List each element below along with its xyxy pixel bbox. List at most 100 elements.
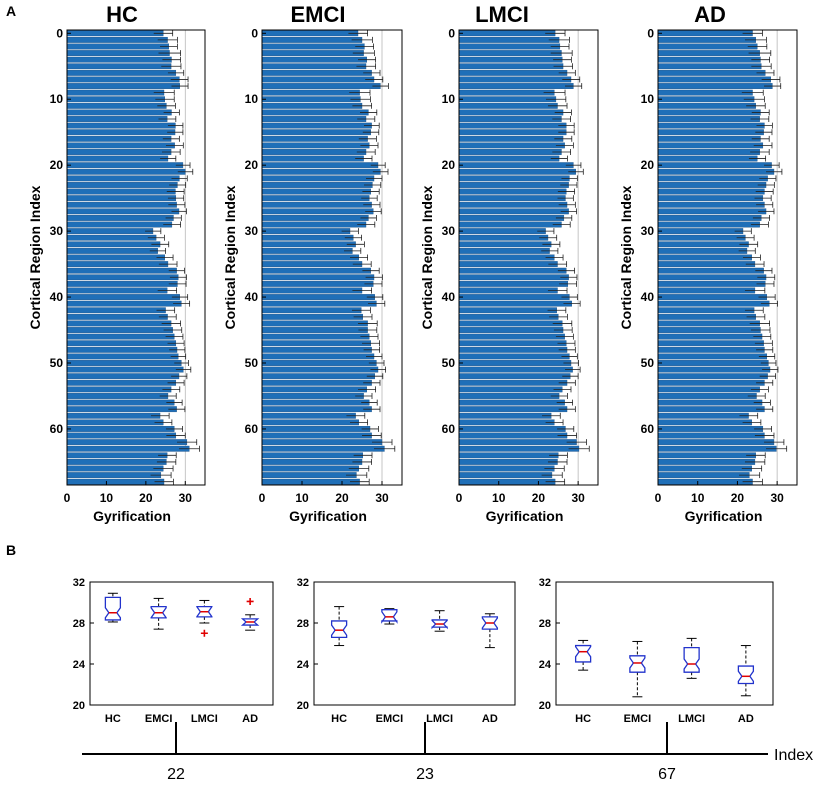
y-tick-label: 20 [73, 700, 85, 712]
x-axis-label: Gyrification [93, 508, 171, 524]
bar [261, 201, 372, 208]
bar [657, 208, 767, 215]
y-tick-label: 0 [56, 26, 63, 40]
bar [66, 478, 165, 485]
outlier-marker [200, 629, 208, 637]
bar [66, 63, 172, 70]
bar [458, 142, 565, 149]
bar [657, 280, 766, 287]
x-tick-label: 0 [456, 491, 463, 505]
y-tick-label: 20 [297, 700, 309, 712]
x-tick-label: HC [331, 713, 347, 725]
axes-box [261, 29, 403, 486]
bar [657, 445, 777, 452]
bar [261, 419, 360, 426]
bar [261, 313, 364, 320]
bar [657, 379, 765, 386]
bar [261, 327, 368, 333]
x-tick-label: EMCI [624, 713, 652, 725]
bar [66, 168, 186, 175]
panel-b-label: B [6, 542, 16, 558]
bar [66, 201, 177, 208]
bar [66, 452, 168, 459]
bar [261, 333, 370, 340]
bar [458, 373, 571, 380]
bar [261, 280, 374, 287]
bar [657, 360, 769, 366]
bar [261, 175, 375, 182]
y-tick-label: 32 [297, 577, 309, 589]
bar [657, 102, 756, 109]
bar [657, 149, 760, 155]
bar [458, 63, 564, 70]
bar [261, 287, 363, 294]
bar [458, 201, 568, 208]
bar [261, 215, 369, 221]
bar [657, 201, 765, 208]
index-tick-label: 67 [658, 766, 676, 783]
y-axis-label: Cortical Region Index [618, 185, 634, 329]
bar [66, 56, 172, 63]
x-tick-label: EMCI [376, 713, 404, 725]
y-tick-label: 20 [641, 158, 655, 172]
bar [66, 379, 177, 386]
bar [66, 412, 161, 419]
axes-box [458, 29, 599, 486]
x-tick-label: 20 [532, 491, 546, 505]
box-ad [737, 665, 755, 685]
bar [261, 116, 367, 122]
box-emci [381, 609, 398, 624]
y-tick-label: 30 [245, 224, 259, 238]
bar [657, 129, 764, 136]
bar [66, 445, 190, 452]
bar [66, 333, 175, 340]
bar [458, 478, 556, 485]
box-plot-index-23: 20 24 28 32 HC EMCI LMCI AD [297, 577, 516, 725]
bar [458, 56, 563, 63]
x-axis-label: Gyrification [486, 508, 564, 524]
bar [261, 102, 363, 109]
bar [657, 195, 764, 202]
box-emci [150, 605, 167, 619]
y-tick-label: 40 [50, 290, 64, 304]
bar [657, 346, 765, 353]
bar [458, 412, 552, 419]
axes-box [313, 581, 516, 706]
chart-title: EMCI [291, 2, 346, 27]
y-tick-label: 50 [245, 356, 259, 370]
bar [458, 241, 552, 248]
bar [458, 353, 570, 360]
bar [261, 340, 372, 347]
y-tick-label: 10 [442, 92, 456, 106]
box-lmci [196, 605, 213, 618]
x-tick-label: AD [242, 713, 258, 725]
bar [261, 307, 362, 314]
bar [66, 432, 177, 439]
bar-chart-hc: HC 0 10 20 30 40 50 60 0 10 20 30 Gyrification Cortic… [27, 2, 206, 524]
y-tick-label: 40 [442, 290, 456, 304]
bar [66, 360, 182, 366]
bar [66, 116, 168, 122]
bar [458, 43, 561, 50]
bar [657, 373, 768, 380]
bar [261, 274, 375, 281]
x-tick-label: 10 [691, 491, 705, 505]
bar [261, 261, 363, 267]
box-hc [104, 596, 122, 621]
panel-a-label: A [6, 3, 16, 19]
bar [66, 109, 172, 116]
outlier-marker [246, 597, 254, 605]
bar [657, 261, 756, 267]
y-tick-label: 32 [539, 577, 551, 589]
box-ad [481, 616, 499, 630]
bar [657, 83, 773, 89]
bar [66, 254, 165, 261]
bar [458, 393, 560, 399]
bar [66, 294, 180, 300]
bar [261, 221, 367, 228]
bar [66, 30, 164, 37]
bar [458, 76, 572, 83]
x-tick-label: LMCI [678, 713, 705, 725]
bar [261, 50, 364, 56]
